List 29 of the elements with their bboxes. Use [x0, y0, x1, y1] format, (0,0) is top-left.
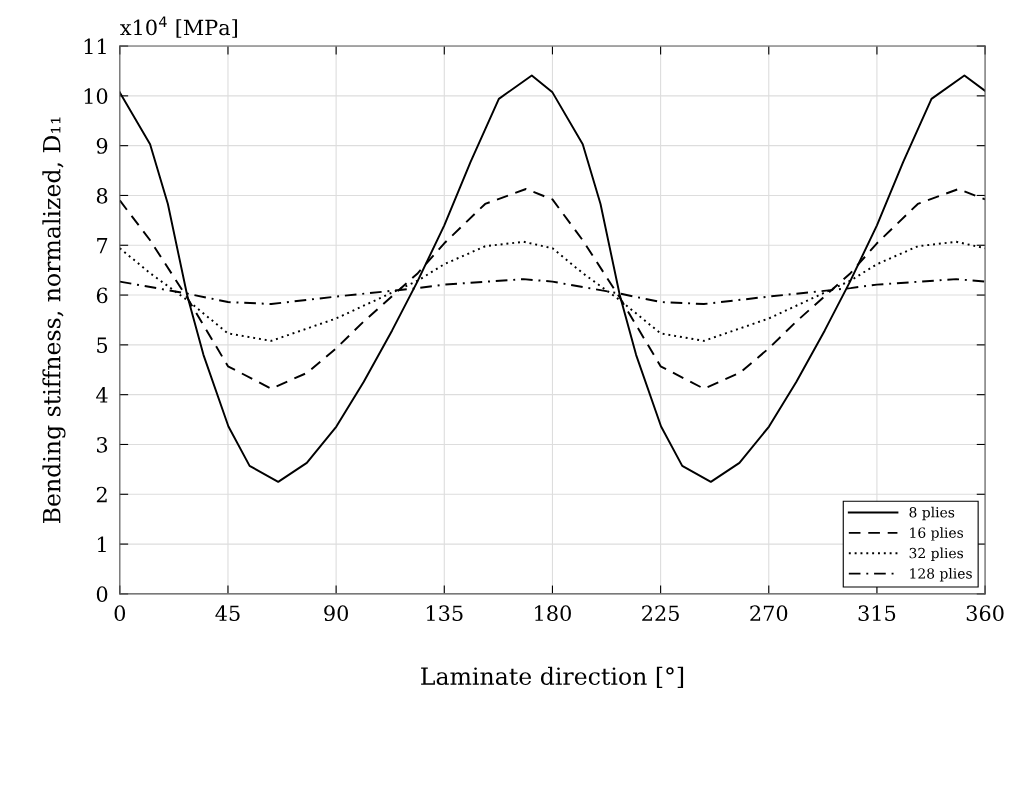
- y-tick-label: 11: [84, 38, 106, 54]
- legend-label: 8 plies: [909, 506, 955, 521]
- legend-label: 32 plies: [909, 547, 964, 561]
- y-tick-label: 4: [96, 387, 108, 403]
- y-tick-label: 3: [97, 436, 108, 453]
- x-tick-label: 225: [642, 605, 679, 622]
- legend-label: 128 plies: [910, 567, 972, 582]
- legend-label: 16 plies: [910, 527, 964, 541]
- y-tick-label: 6: [96, 287, 108, 304]
- y-tick-label: 8: [96, 187, 108, 204]
- y-axis-title: Bending stiffness, normalized, D₁₁: [42, 117, 66, 524]
- y-tick-label: 9: [96, 138, 108, 154]
- x-tick-label: 45: [215, 605, 240, 622]
- x-tick-label: 180: [535, 605, 571, 622]
- text: x10$^{4}$ [MPa]: [120, 16, 237, 38]
- y-tick-label: 7: [97, 237, 108, 254]
- y-tick-label: 10: [84, 88, 108, 105]
- x-tick-label: 270: [750, 605, 788, 622]
- y-tick-label: 2: [96, 486, 107, 503]
- line-series: [119, 74, 986, 483]
- y-tick-label: 0: [96, 586, 108, 603]
- x-tick-label: 90: [324, 605, 348, 622]
- y-tick-label: 5: [97, 337, 108, 354]
- y-tick-label: 1: [97, 536, 106, 552]
- x-tick-label: 135: [426, 605, 463, 622]
- x-axis-title: Laminate direction [°]: [421, 666, 684, 688]
- x-tick-label: 315: [858, 605, 896, 622]
- x-tick-label: 360: [966, 605, 1004, 622]
- x-tick-label: 0: [114, 605, 126, 622]
